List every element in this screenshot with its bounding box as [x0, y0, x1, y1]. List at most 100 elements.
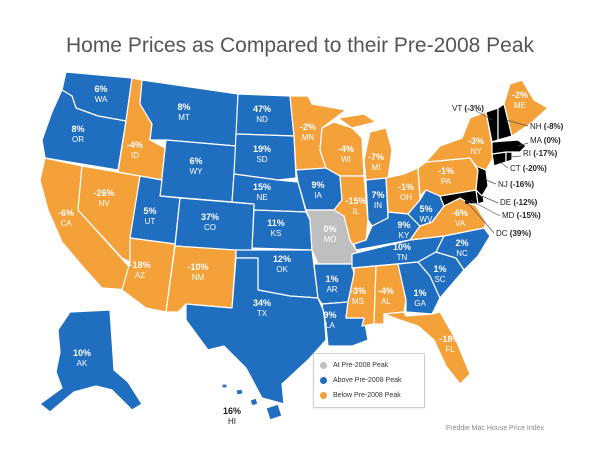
states-layer: [39, 71, 549, 421]
callout-value-ma: (0%): [544, 136, 561, 145]
state-abbr-ia: IA: [314, 191, 322, 200]
state-value-az: -18%: [129, 260, 150, 270]
callout-leader-nj: [485, 179, 497, 185]
state-abbr-mo: MO: [324, 235, 337, 244]
state-abbr-il: IL: [353, 207, 360, 216]
state-abbr-ms: MS: [352, 297, 364, 306]
state-value-wv: 5%: [419, 204, 432, 214]
callout-leader-ct: [499, 161, 509, 169]
state-abbr-me: ME: [514, 101, 526, 110]
state-abbr-sd: SD: [256, 155, 267, 164]
state-tx[interactable]: [185, 257, 327, 405]
callout-leader-de: [481, 195, 499, 204]
state-abbr-or: OR: [72, 135, 84, 144]
callout-abbr-md: MD: [502, 211, 517, 220]
state-abbr-sc: SC: [434, 275, 445, 284]
state-abbr-fl: FL: [445, 345, 455, 354]
callout-leader-vt: [475, 110, 493, 121]
state-value-pa: -1%: [438, 166, 454, 176]
legend-label-below: Below Pre-2008 Peak: [333, 392, 401, 399]
state-abbr-id: ID: [131, 151, 139, 160]
state-ar[interactable]: [313, 263, 355, 305]
callout-value-ri: (-17%): [533, 149, 557, 158]
state-abbr-ak: AK: [77, 359, 88, 368]
callout-leader-dc: [466, 201, 495, 234]
state-abbr-ny: NY: [470, 147, 482, 156]
callout-ct: CT (-20%): [510, 164, 547, 173]
state-value-ky: 9%: [397, 220, 410, 230]
state-value-ny: -3%: [468, 136, 484, 146]
state-value-ks: 11%: [267, 218, 285, 228]
callout-leader-md: [469, 199, 501, 217]
callout-value-dc: (39%): [510, 229, 532, 238]
state-value-wi: -4%: [338, 144, 354, 154]
state-abbr-wv: WV: [420, 215, 434, 224]
state-abbr-in: IN: [374, 201, 382, 210]
state-value-nc: 2%: [455, 238, 468, 248]
state-value-co: 37%: [201, 212, 219, 222]
callout-abbr-de: DE: [500, 198, 513, 207]
state-value-va: -6%: [452, 208, 468, 218]
state-abbr-mt: MT: [178, 113, 190, 122]
state-abbr-nm: NM: [192, 273, 205, 282]
state-abbr-pa: PA: [441, 177, 452, 186]
legend-swatch-at: [320, 362, 327, 369]
state-abbr-wi: WI: [341, 155, 351, 164]
callout-labels: VT (-3%)NH (-8%)MA (0%)RI (-17%)CT (-20%…: [452, 104, 564, 238]
state-ks[interactable]: [251, 209, 313, 251]
callout-value-md: (-15%): [517, 211, 541, 220]
state-me[interactable]: [503, 79, 549, 137]
state-sd[interactable]: [233, 133, 297, 181]
state-value-tx: 34%: [253, 298, 271, 308]
state-abbr-nd: ND: [256, 115, 268, 124]
state-abbr-tx: TX: [257, 309, 268, 318]
state-il[interactable]: [333, 175, 369, 253]
state-value-wa: 6%: [94, 84, 107, 94]
callout-de: DE (-12%): [500, 198, 538, 207]
state-value-mo: 0%: [323, 224, 336, 234]
state-abbr-nc: NC: [456, 249, 468, 258]
state-abbr-la: LA: [325, 321, 335, 330]
state-abbr-oh: OH: [400, 193, 412, 202]
state-value-la: 9%: [323, 310, 336, 320]
legend: At Pre-2008 Peak Above Pre-2008 Peak Bel…: [313, 353, 425, 408]
state-value-mn: -2%: [300, 122, 316, 132]
state-abbr-co: CO: [204, 223, 216, 232]
callout-abbr-nh: NH: [530, 122, 544, 131]
state-fl[interactable]: [383, 311, 471, 385]
state-abbr-hi: HI: [228, 417, 236, 426]
state-value-ms: -3%: [350, 286, 366, 296]
state-ma[interactable]: [491, 139, 527, 155]
callout-dc: DC (39%): [496, 229, 531, 238]
state-value-me: -2%: [512, 90, 528, 100]
callout-nh: NH (-8%): [530, 122, 564, 131]
state-abbr-ok: OK: [276, 265, 288, 274]
state-value-hi: 16%: [223, 406, 241, 416]
state-hi[interactable]: [221, 383, 283, 421]
state-abbr-ca: CA: [60, 219, 72, 228]
state-abbr-wa: WA: [95, 95, 108, 104]
state-ak[interactable]: [39, 309, 143, 413]
map-title: Home Prices as Compared to their Pre-200…: [65, 34, 535, 57]
legend-label-at: At Pre-2008 Peak: [333, 362, 389, 369]
legend-swatch-above: [320, 377, 327, 384]
state-value-ia: 9%: [311, 180, 324, 190]
callout-abbr-dc: DC: [496, 229, 510, 238]
legend-swatch-below: [320, 392, 327, 399]
legend-item-above: Above Pre-2008 Peak: [320, 373, 418, 388]
state-value-sd: 19%: [253, 144, 271, 154]
state-abbr-ky: KY: [399, 231, 410, 240]
state-ky[interactable]: [353, 211, 421, 251]
state-abbr-tn: TN: [397, 253, 408, 262]
callout-value-nj: (-16%): [510, 180, 534, 189]
state-abbr-va: VA: [455, 219, 466, 228]
state-value-tn: 10%: [393, 242, 411, 252]
callout-leader-nh: [505, 119, 529, 127]
state-az[interactable]: [121, 237, 176, 313]
state-abbr-wy: WY: [190, 167, 204, 176]
state-abbr-ar: AR: [326, 285, 337, 294]
state-value-al: -4%: [378, 286, 394, 296]
state-abbr-al: AL: [381, 297, 391, 306]
callout-leader-ma: [517, 142, 529, 147]
state-value-nd: 47%: [253, 104, 271, 114]
